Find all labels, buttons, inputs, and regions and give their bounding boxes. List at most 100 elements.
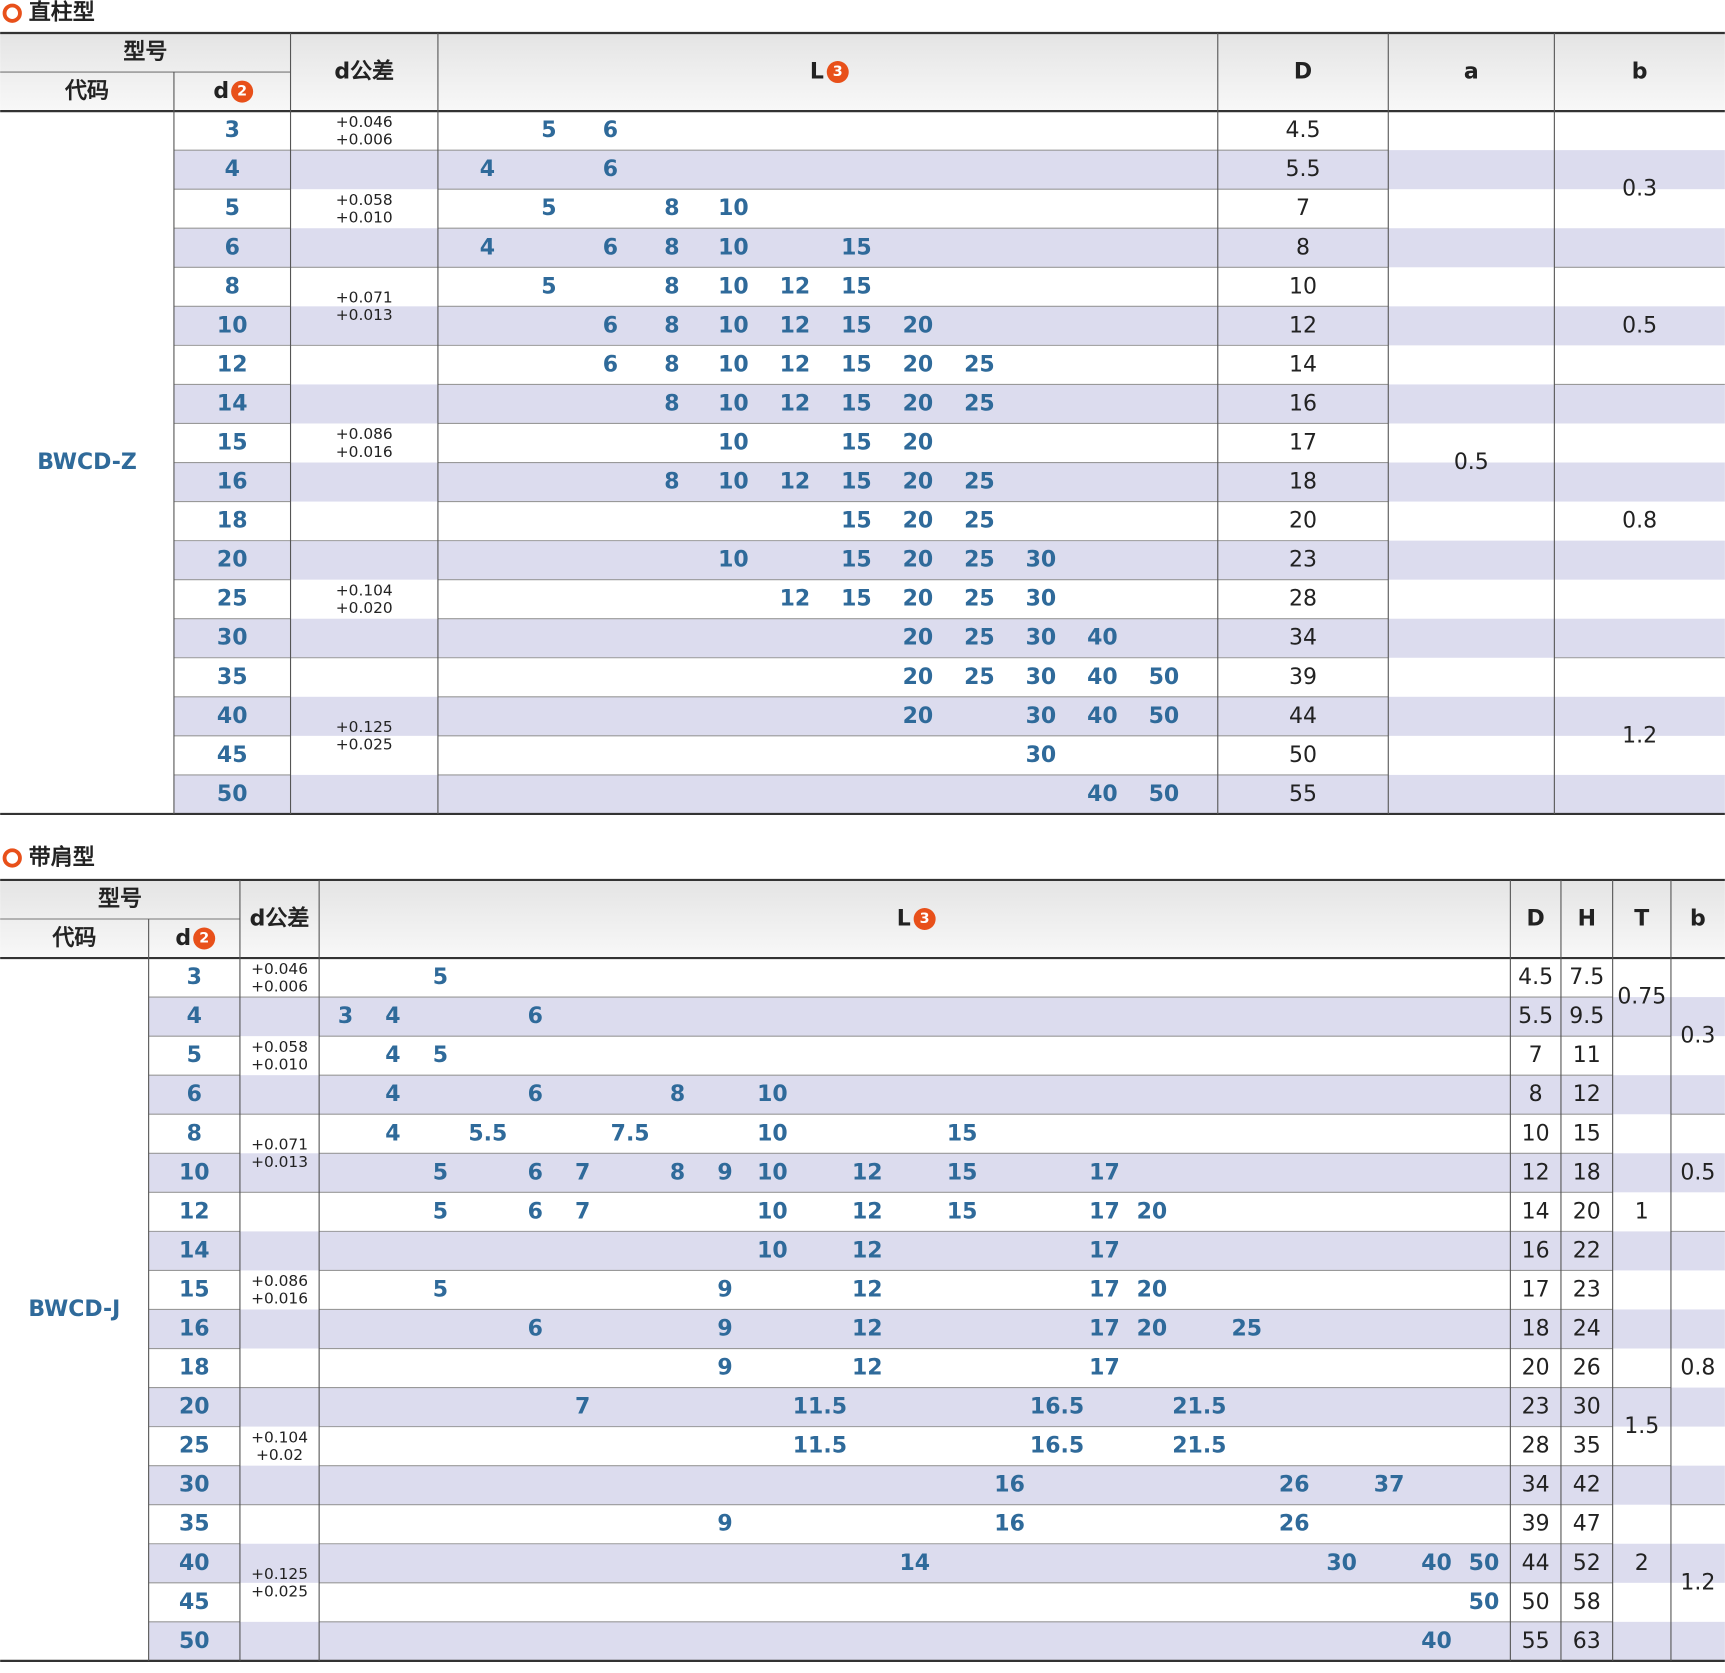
col-value: 18 <box>1289 470 1317 495</box>
d-value: 14 <box>217 391 248 416</box>
L-value: 6 <box>603 352 618 377</box>
d-value: 8 <box>225 274 240 299</box>
row-stripe <box>148 1153 1725 1193</box>
L-value: 5 <box>541 274 556 299</box>
row-stripe <box>173 306 1725 346</box>
col-value: 8 <box>1296 235 1310 260</box>
d-value: 4 <box>225 157 240 182</box>
header-col: H <box>1578 906 1596 931</box>
L-value: 6 <box>528 1160 543 1185</box>
d-value: 25 <box>179 1434 210 1459</box>
L-value: 4 <box>480 235 495 260</box>
header-L-badge-bg <box>826 61 849 84</box>
L-value: 50 <box>1469 1551 1500 1576</box>
L-value: 15 <box>841 391 872 416</box>
d-value: 5 <box>225 196 240 221</box>
L-value: 21.5 <box>1172 1395 1226 1420</box>
d-value: 12 <box>217 352 248 377</box>
section-title: 带肩型 <box>29 844 95 870</box>
d-value: 6 <box>225 235 240 260</box>
L-value: 6 <box>603 313 618 338</box>
header-L-badge: 3 <box>833 64 843 80</box>
L-value: 7 <box>575 1199 590 1224</box>
L-value: 10 <box>718 391 749 416</box>
tolerance-lower: +0.020 <box>336 599 393 617</box>
L-value: 5 <box>433 1277 448 1302</box>
L-value: 9 <box>717 1160 732 1185</box>
L-value: 25 <box>964 626 995 651</box>
L-value: 20 <box>903 391 934 416</box>
L-value: 20 <box>1137 1199 1168 1224</box>
tolerance-lower: +0.016 <box>336 443 393 461</box>
L-value: 6 <box>603 118 618 143</box>
col-value: 7 <box>1296 196 1310 221</box>
L-value: 12 <box>852 1160 883 1185</box>
col-value: 34 <box>1289 626 1317 651</box>
L-value: 25 <box>964 587 995 612</box>
L-value: 25 <box>964 391 995 416</box>
d-value: 15 <box>179 1277 210 1302</box>
header-L: L <box>897 906 911 931</box>
L-value: 6 <box>528 1199 543 1224</box>
L-value: 15 <box>841 509 872 534</box>
L-value: 15 <box>841 430 872 455</box>
tolerance-upper: +0.071 <box>251 1135 308 1153</box>
header-col: D <box>1527 906 1545 931</box>
d-value: 20 <box>179 1395 210 1420</box>
L-value: 30 <box>1026 626 1057 651</box>
col-value: 14 <box>1522 1199 1550 1224</box>
L-value: 4 <box>480 157 495 182</box>
L-value: 7 <box>575 1395 590 1420</box>
tolerance-lower: +0.010 <box>251 1055 308 1073</box>
L-value: 50 <box>1469 1590 1500 1615</box>
L-value: 8 <box>670 1082 685 1107</box>
tolerance-upper: +0.071 <box>336 289 393 307</box>
L-value: 10 <box>718 470 749 495</box>
L-value: 17 <box>1089 1238 1120 1263</box>
col-value: 23 <box>1573 1277 1601 1302</box>
L-value: 25 <box>964 548 995 573</box>
L-value: 20 <box>903 430 934 455</box>
tolerance-lower: +0.006 <box>336 130 393 148</box>
L-value: 20 <box>903 626 934 651</box>
L-value: 4 <box>385 1004 400 1029</box>
L-value: 30 <box>1026 665 1057 690</box>
col-value: 14 <box>1289 352 1317 377</box>
col-value: 23 <box>1522 1395 1550 1420</box>
tolerance-lower: +0.006 <box>251 977 308 995</box>
col-value: 7 <box>1529 1043 1543 1068</box>
tolerance-lower: +0.013 <box>336 306 393 324</box>
header-code: 代码 <box>64 79 109 104</box>
L-value: 40 <box>1421 1551 1452 1576</box>
L-value: 15 <box>841 548 872 573</box>
L-value: 30 <box>1026 587 1057 612</box>
col-value: 0.75 <box>1617 985 1666 1010</box>
L-value: 10 <box>757 1082 788 1107</box>
L-value: 20 <box>903 587 934 612</box>
d-value: 50 <box>217 782 248 807</box>
d-value: 16 <box>179 1316 210 1341</box>
col-value: 12 <box>1573 1082 1601 1107</box>
col-value: 20 <box>1289 509 1317 534</box>
header-model: 型号 <box>98 887 142 912</box>
col-value: 28 <box>1289 587 1317 612</box>
section-icon <box>2 848 22 868</box>
header-L-badge: 3 <box>920 911 930 927</box>
tolerance-upper: +0.058 <box>251 1038 308 1056</box>
col-value: 30 <box>1573 1395 1601 1420</box>
d-value: 10 <box>217 313 248 338</box>
col-value: 55 <box>1522 1629 1550 1654</box>
row-stripe <box>173 384 1725 424</box>
tolerance-upper: +0.125 <box>336 718 393 736</box>
L-value: 10 <box>757 1199 788 1224</box>
header-col: b <box>1632 60 1648 85</box>
d-value: 8 <box>187 1121 202 1146</box>
col-value: 15 <box>1573 1121 1601 1146</box>
row-stripe <box>173 462 1725 502</box>
col-value: 34 <box>1522 1473 1550 1498</box>
col-value: 0.3 <box>1622 177 1657 202</box>
L-value: 8 <box>664 196 679 221</box>
tolerance-upper: +0.104 <box>251 1428 308 1446</box>
L-value: 12 <box>852 1356 883 1381</box>
L-value: 12 <box>780 352 811 377</box>
